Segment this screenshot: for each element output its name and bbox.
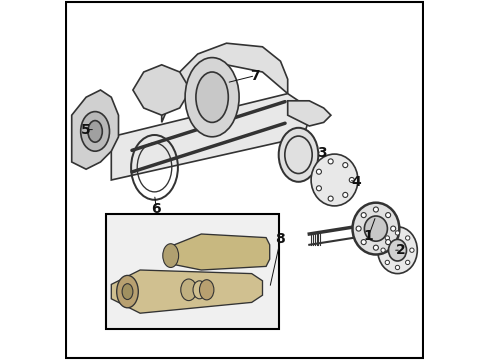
Ellipse shape: [193, 281, 205, 299]
Circle shape: [385, 213, 390, 218]
Circle shape: [385, 236, 388, 240]
Circle shape: [316, 169, 321, 174]
Ellipse shape: [377, 227, 416, 274]
Circle shape: [355, 226, 361, 231]
Text: 7: 7: [250, 69, 260, 82]
Ellipse shape: [352, 203, 399, 255]
Circle shape: [361, 239, 366, 244]
Circle shape: [385, 239, 390, 244]
Circle shape: [342, 163, 347, 168]
Circle shape: [316, 186, 321, 191]
Ellipse shape: [88, 121, 102, 142]
Ellipse shape: [185, 58, 239, 137]
Circle shape: [373, 245, 378, 250]
Circle shape: [385, 260, 388, 265]
Ellipse shape: [199, 280, 213, 300]
Ellipse shape: [81, 112, 109, 151]
Ellipse shape: [387, 239, 406, 261]
Circle shape: [394, 231, 399, 235]
Circle shape: [394, 265, 399, 270]
Polygon shape: [133, 65, 190, 115]
Ellipse shape: [117, 275, 138, 308]
Circle shape: [405, 260, 409, 265]
Circle shape: [327, 159, 332, 164]
Circle shape: [348, 177, 354, 183]
Text: 8: 8: [275, 233, 285, 246]
Text: 1: 1: [363, 229, 373, 243]
Circle shape: [361, 213, 366, 218]
Circle shape: [390, 226, 395, 231]
Polygon shape: [165, 234, 269, 270]
Polygon shape: [72, 90, 118, 169]
Circle shape: [380, 248, 385, 252]
Ellipse shape: [310, 154, 357, 206]
Circle shape: [405, 236, 409, 240]
Polygon shape: [162, 43, 287, 122]
Ellipse shape: [278, 128, 318, 182]
Bar: [106, 214, 278, 329]
Circle shape: [342, 192, 347, 197]
Circle shape: [373, 207, 378, 212]
Ellipse shape: [196, 72, 228, 122]
Ellipse shape: [181, 279, 196, 301]
Polygon shape: [287, 101, 330, 126]
Text: 3: 3: [316, 146, 326, 160]
Ellipse shape: [364, 216, 386, 241]
Text: 2: 2: [395, 243, 405, 257]
Text: 5: 5: [81, 123, 91, 136]
Ellipse shape: [163, 244, 178, 267]
Text: 6: 6: [151, 202, 161, 216]
Text: 4: 4: [350, 175, 360, 189]
Ellipse shape: [122, 284, 133, 300]
Circle shape: [409, 248, 413, 252]
Polygon shape: [111, 270, 262, 313]
Circle shape: [327, 196, 332, 201]
Polygon shape: [111, 94, 309, 180]
